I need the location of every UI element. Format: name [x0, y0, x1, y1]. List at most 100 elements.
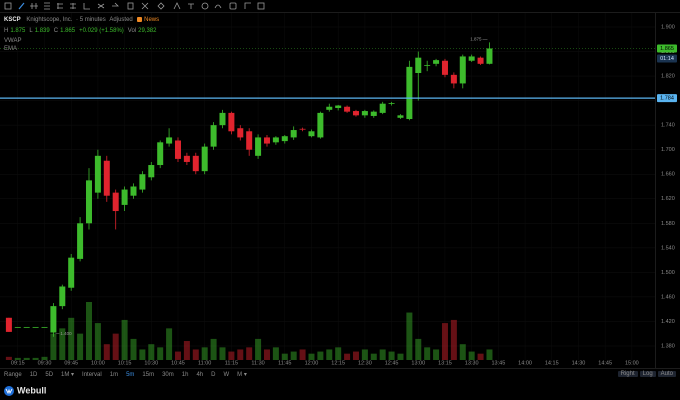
candle-body [344, 106, 351, 112]
range-button[interactable]: 1M ▾ [61, 372, 75, 378]
tool-icon[interactable] [4, 2, 12, 10]
drawing-toolbar[interactable] [4, 2, 265, 10]
volume-bar [50, 333, 57, 360]
price-line-label: 1.784 [660, 96, 674, 102]
volume-bar [335, 347, 342, 360]
y-tick-label: 1.460 [661, 294, 675, 300]
countdown-box [657, 54, 677, 63]
x-tick-label: 15:00 [625, 360, 639, 366]
x-tick-label: 14:30 [572, 360, 586, 366]
volume-bar [272, 347, 279, 360]
news-icon[interactable] [137, 17, 143, 22]
axis-button[interactable]: Log [639, 371, 656, 377]
volume-bar [121, 319, 128, 360]
volume-bar [370, 353, 377, 360]
tool-icon[interactable] [201, 2, 209, 10]
volume-bar [237, 349, 244, 360]
tool-icon[interactable] [30, 3, 38, 9]
symbol-header: KSCP Knightscope, Inc. · 5 minutes Adjus… [4, 17, 159, 23]
axis-button[interactable]: Auto [657, 371, 676, 377]
candle-body [121, 189, 128, 205]
tool-icon[interactable] [83, 3, 90, 10]
tool-icon[interactable] [57, 3, 63, 9]
volume-bar [424, 347, 431, 360]
tool-icon[interactable] [70, 3, 76, 9]
candle-body [352, 111, 359, 116]
x-tick-label: 10:15 [118, 360, 132, 366]
volume-bar [157, 347, 164, 360]
interval-button[interactable]: 30m [162, 372, 174, 378]
quote-item: L 1.839 [29, 28, 49, 34]
candle-body [397, 115, 404, 118]
indicator: EMA [4, 46, 18, 52]
volume-bar [112, 333, 119, 360]
interval: 5 minutes [79, 17, 106, 24]
interval-button[interactable]: 5m [126, 372, 135, 378]
range-button[interactable]: 5D [45, 372, 54, 378]
volume-bar [433, 349, 440, 360]
candle-body [450, 74, 457, 84]
x-tick-label: 10:45 [171, 360, 185, 366]
y-tick-label: 1.580 [661, 221, 675, 227]
candle-body [166, 137, 173, 144]
volume-bar [77, 333, 84, 360]
x-tick-label: 10:30 [144, 360, 158, 366]
indicator: VWAP [4, 38, 22, 44]
candle-body [477, 57, 484, 64]
volume-bar [23, 357, 30, 360]
candle-body [424, 65, 431, 66]
tool-icon[interactable] [229, 2, 237, 10]
axis-buttons: Right Log Auto [616, 371, 676, 377]
interval-button[interactable]: 4h [196, 372, 204, 378]
volume-bar [228, 351, 235, 360]
candle-body [468, 56, 475, 61]
volume-bar [166, 328, 173, 360]
volume-bar [14, 357, 21, 360]
candle-body [157, 142, 164, 166]
y-tick-label: 1.900 [661, 24, 675, 30]
tool-icon[interactable] [141, 2, 149, 10]
y-tick-label: 1.540 [661, 245, 675, 251]
x-tick-label: 09:15 [11, 360, 25, 366]
volume-bar [344, 353, 351, 360]
candle-body [308, 131, 315, 137]
tool-icon[interactable] [18, 2, 25, 10]
tool-icon[interactable] [157, 2, 165, 10]
interval-button[interactable]: W [223, 372, 230, 378]
indicator-list: VWAP EMA [4, 37, 21, 53]
price-line-label-box [657, 94, 677, 103]
range-button[interactable]: 1D [29, 372, 38, 378]
tool-icon[interactable] [188, 3, 194, 9]
interval-button[interactable]: M ▾ [237, 372, 247, 378]
tool-icon[interactable] [257, 2, 265, 10]
candle-body [272, 137, 279, 143]
separator: · [76, 17, 79, 24]
volume-bar [85, 302, 92, 360]
webull-logo-mark [5, 388, 13, 395]
company-name: Knightscope, Inc. [26, 17, 73, 24]
interval-button[interactable]: 1m [109, 372, 119, 378]
x-tick-label: 12:15 [331, 360, 345, 366]
interval-button[interactable]: D [211, 372, 216, 378]
quote-label: L [29, 28, 33, 34]
interval-button[interactable]: 1h [181, 372, 189, 378]
candle-body [5, 317, 12, 332]
countdown: 01:14 [660, 56, 674, 62]
tool-icon[interactable] [97, 3, 105, 9]
tool-icon[interactable] [244, 2, 251, 9]
candle-body [94, 155, 101, 193]
quote-item: H 1.875 [4, 28, 25, 34]
quote-value: 1.875 [10, 28, 26, 34]
tool-icon[interactable] [173, 2, 181, 10]
interval-button[interactable]: 15m [142, 372, 155, 378]
volume-bar [290, 351, 297, 360]
tool-icon[interactable] [214, 4, 222, 9]
volume-bar [379, 349, 386, 360]
x-tick-label: 14:00 [518, 360, 532, 366]
news[interactable]: News [144, 17, 160, 24]
tool-icon[interactable] [44, 2, 50, 10]
tool-icon[interactable] [112, 2, 119, 7]
axis-button[interactable]: Right [617, 371, 638, 377]
tool-icon[interactable] [127, 2, 134, 10]
